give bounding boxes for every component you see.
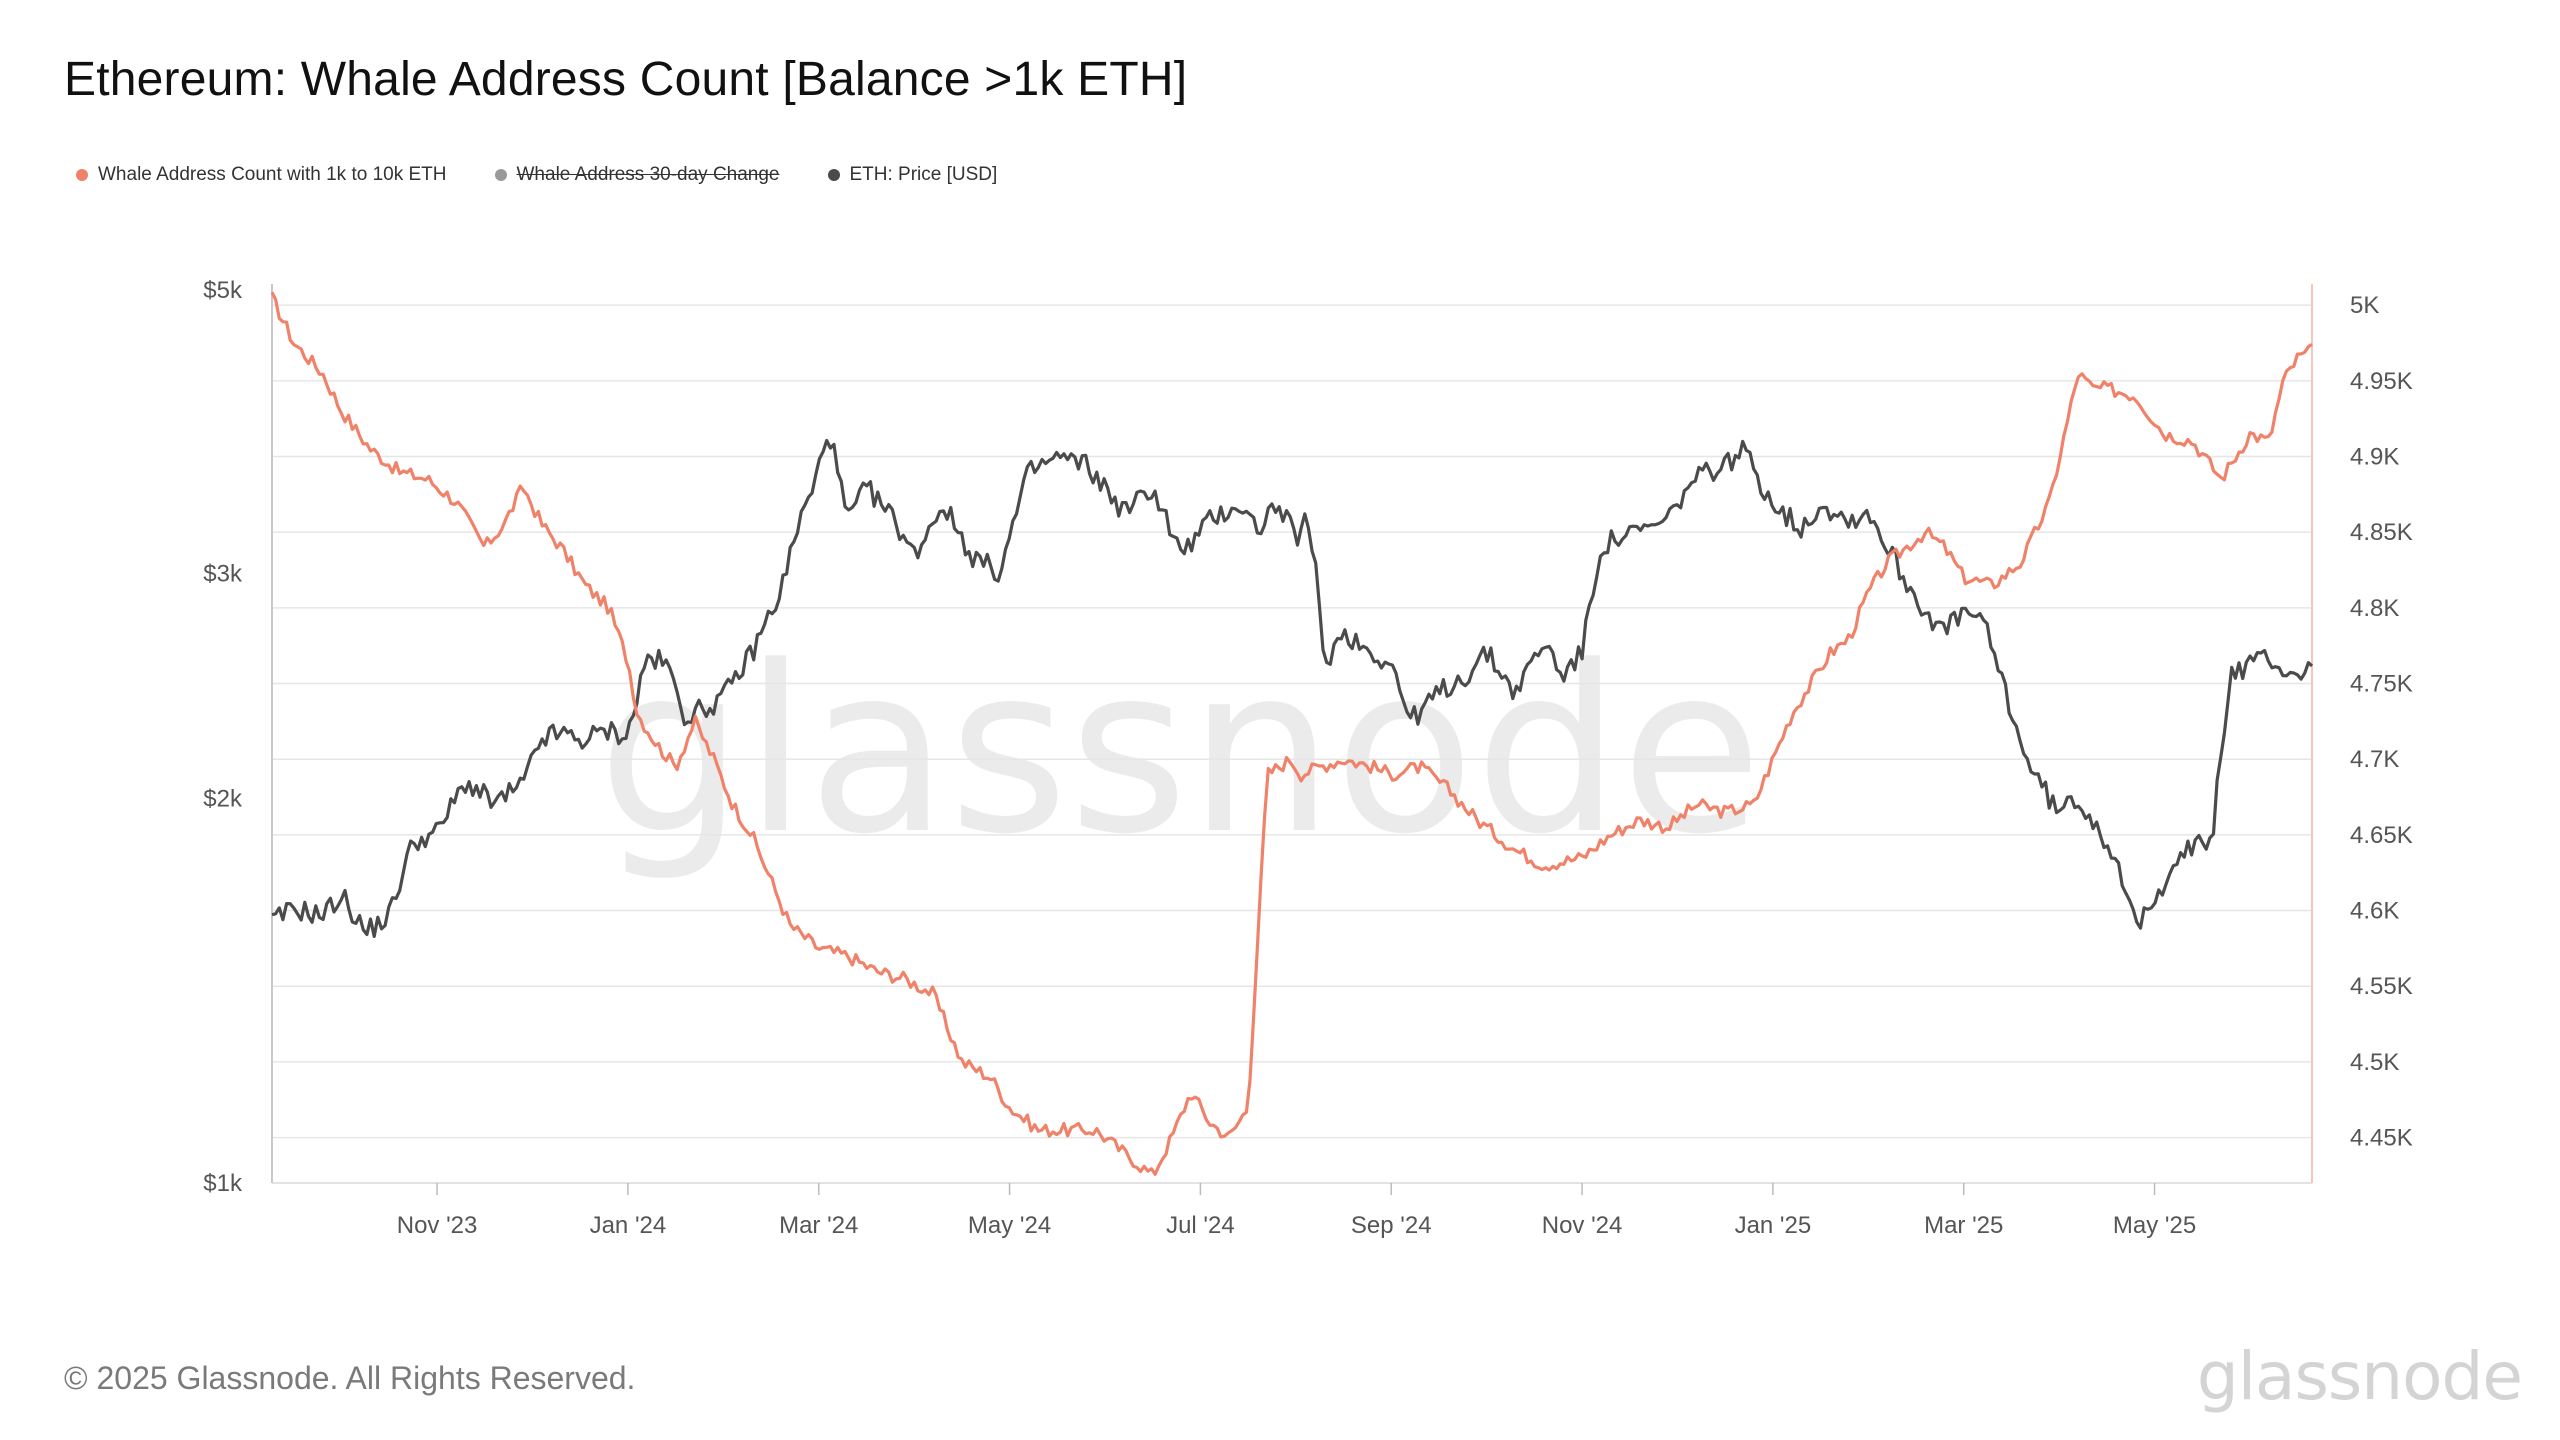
- x-axis-tick-label: May '24: [968, 1212, 1051, 1239]
- left-axis-tick-label: $3k: [203, 560, 243, 587]
- legend-dot-30day-change: [494, 169, 507, 181]
- chart-lines: [270, 291, 2314, 1176]
- right-axis-tick-label: 4.7K: [2350, 746, 2399, 773]
- copyright-footer: © 2025 Glassnode. All Rights Reserved.: [64, 1360, 636, 1396]
- right-axis-tick-label: 4.45K: [2350, 1125, 2413, 1152]
- x-axis-tick-label: Sep '24: [1351, 1212, 1432, 1239]
- series-line-whale-count: [270, 291, 2313, 1176]
- left-axis-tick-label: $2k: [203, 785, 243, 812]
- legend-item-eth-price[interactable]: ETH: Price [USD]: [827, 164, 998, 186]
- right-axis-tick-label: 5K: [2350, 292, 2379, 319]
- x-axis-tick-label: May '25: [2113, 1212, 2196, 1239]
- right-axis-tick-label: 4.5K: [2350, 1049, 2399, 1076]
- right-axis-tick-label: 4.9K: [2350, 443, 2399, 470]
- series-line-eth-price: [271, 438, 2314, 938]
- right-axis-tick-label: 4.65K: [2350, 822, 2413, 849]
- chart-watermark: glassnode: [598, 618, 1763, 885]
- x-axis-tick-label: Mar '25: [1924, 1212, 2003, 1239]
- legend-item-whale-count[interactable]: Whale Address Count with 1k to 10k ETH: [76, 164, 447, 186]
- chart-legend: Whale Address Count with 1k to 10k ETH W…: [76, 164, 997, 186]
- legend-label-30day-change: Whale Address 30-day Change: [516, 164, 780, 185]
- x-axis-tick-label: Mar '24: [779, 1212, 858, 1239]
- legend-dot-eth-price: [827, 169, 840, 181]
- left-axis-tick-label: $1k: [203, 1170, 243, 1197]
- legend-label-eth-price: ETH: Price [USD]: [849, 164, 998, 185]
- legend-item-30day-change[interactable]: Whale Address 30-day Change: [494, 164, 780, 186]
- right-axis-tick-label: 4.6K: [2350, 898, 2399, 925]
- glassnode-logo: glassnode: [2196, 1338, 2523, 1415]
- x-axis-tick-label: Jan '24: [590, 1212, 667, 1239]
- chart-axes: 4.45K 4.5K 4.55K 4.6K 4.65K 4.7K 4.75K 4.8K 4.85…: [203, 277, 2412, 1239]
- legend-dot-whale-count: [76, 169, 88, 181]
- left-axis-tick-label: $5k: [203, 277, 243, 304]
- x-axis-tick-label: Nov '23: [397, 1212, 478, 1239]
- x-axis-tick-label: Jan '25: [1735, 1212, 1812, 1239]
- x-axis-tick-label: Nov '24: [1542, 1212, 1623, 1239]
- chart-title: Ethereum: Whale Address Count [Balance >…: [64, 53, 1188, 106]
- right-axis-tick-label: 4.85K: [2350, 519, 2413, 546]
- right-axis-tick-label: 4.95K: [2350, 368, 2413, 395]
- right-axis-tick-label: 4.55K: [2350, 973, 2413, 1000]
- legend-label-whale-count: Whale Address Count with 1k to 10k ETH: [98, 164, 447, 185]
- x-axis-tick-label: Jul '24: [1166, 1212, 1235, 1239]
- right-axis-tick-label: 4.8K: [2350, 595, 2399, 622]
- right-axis-tick-label: 4.75K: [2350, 671, 2413, 698]
